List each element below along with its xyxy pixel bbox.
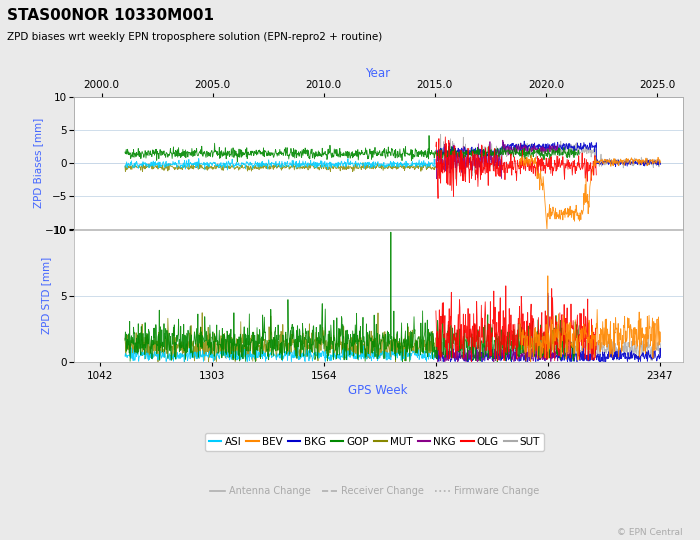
Y-axis label: ZPD STD [mm]: ZPD STD [mm] [41,257,51,334]
Text: © EPN Central: © EPN Central [617,528,682,537]
Text: ZPD biases wrt weekly EPN troposphere solution (EPN-repro2 + routine): ZPD biases wrt weekly EPN troposphere so… [7,32,382,43]
Legend: Antenna Change, Receiver Change, Firmware Change: Antenna Change, Receiver Change, Firmwar… [206,482,542,500]
Text: STAS00NOR 10330M001: STAS00NOR 10330M001 [7,8,214,23]
Y-axis label: ZPD Biases [mm]: ZPD Biases [mm] [33,118,43,208]
X-axis label: Year: Year [365,68,391,80]
X-axis label: GPS Week: GPS Week [349,383,407,396]
Legend: ASI, BEV, BKG, GOP, MUT, NKG, OLG, SUT: ASI, BEV, BKG, GOP, MUT, NKG, OLG, SUT [204,433,545,451]
